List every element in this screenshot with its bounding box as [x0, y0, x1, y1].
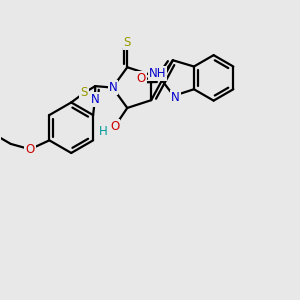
Text: N: N	[91, 93, 99, 106]
Text: O: O	[26, 143, 35, 156]
Text: O: O	[136, 72, 146, 85]
Text: S: S	[124, 36, 131, 49]
Text: N: N	[171, 91, 180, 104]
Text: O: O	[110, 120, 119, 133]
Text: H: H	[99, 125, 108, 138]
Text: O: O	[26, 143, 35, 156]
Text: S: S	[80, 86, 88, 100]
Text: NH: NH	[149, 67, 166, 80]
Text: N: N	[109, 81, 118, 94]
